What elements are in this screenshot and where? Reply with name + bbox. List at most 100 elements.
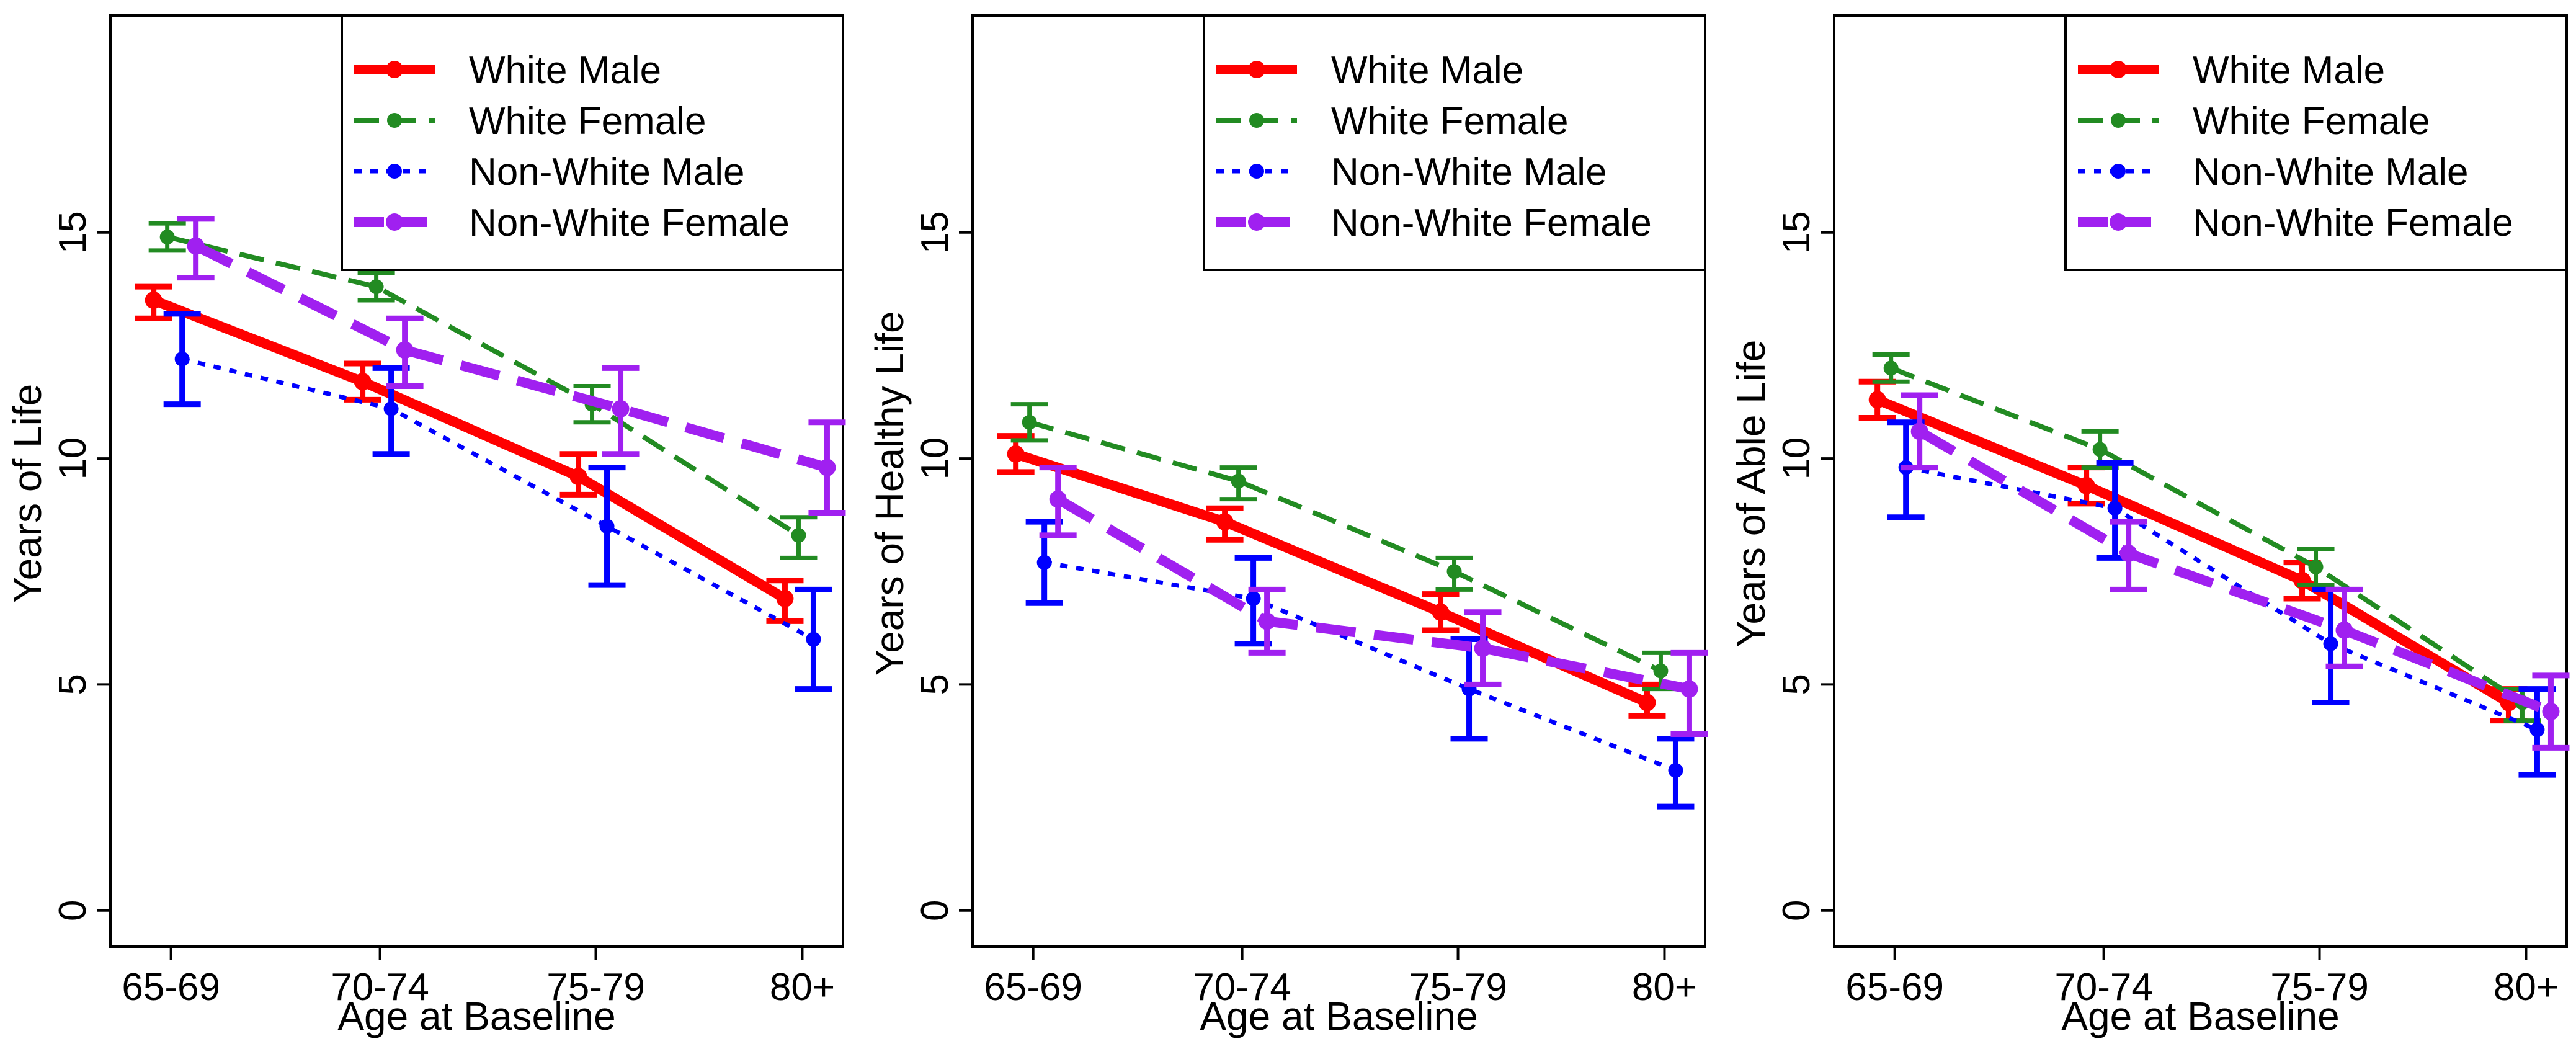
x-tick-label: 80+ (770, 966, 835, 1009)
data-point (145, 292, 163, 310)
series-white-male (997, 433, 1666, 719)
legend-label: White Female (2193, 100, 2430, 143)
legend-item-non-white-male: Non-White Male (354, 151, 744, 194)
series-line (166, 234, 800, 538)
data-point (1883, 360, 1899, 376)
y-tick-label: 0 (1775, 899, 1818, 921)
series-white-female (1872, 352, 2541, 723)
y-tick-label: 5 (1775, 674, 1818, 695)
x-tick-label: 75-79 (546, 966, 645, 1009)
data-point (806, 632, 821, 647)
data-point (2092, 442, 2108, 457)
series-line (1014, 449, 1649, 707)
data-point (383, 401, 399, 416)
series-line (194, 241, 829, 473)
series-white-male (135, 283, 804, 624)
x-tick-label: 75-79 (2270, 966, 2369, 1009)
legend-label: White Female (469, 100, 706, 143)
x-tick-label: 80+ (2494, 966, 2559, 1009)
series-white-female (148, 221, 818, 560)
y-tick-label: 10 (1775, 437, 1818, 480)
x-tick-label: 65-69 (122, 966, 220, 1009)
series-white-female (1010, 402, 1680, 692)
legend-label: White Male (2193, 49, 2385, 92)
data-point (1231, 473, 1246, 489)
x-tick-label: 65-69 (984, 966, 1082, 1009)
data-point (2542, 703, 2560, 721)
y-tick-label: 15 (1775, 211, 1818, 254)
data-point (2529, 722, 2545, 738)
y-tick-label: 0 (51, 899, 94, 921)
series-line (1917, 427, 2553, 716)
data-point (2335, 621, 2353, 639)
legend-swatch-point (387, 164, 402, 179)
panel-1: 0 5 10 15 Years of Life 65-69 70-74 75-79 80+ Age… (5, 14, 846, 1038)
data-point (612, 400, 630, 417)
legend-swatch-point (1248, 213, 1265, 231)
series-line (1905, 465, 2538, 732)
series-line (1028, 419, 1662, 674)
data-point (1910, 422, 1928, 440)
legend-item-white-male: White Male (1216, 49, 1523, 92)
x-tick-label: 80+ (1632, 966, 1697, 1009)
legend-label: Non-White Female (469, 202, 790, 244)
legend: White Male White Female Non-White Male Non-… (2064, 14, 2568, 271)
legend-swatch-point (386, 213, 403, 231)
legend-swatch-point (2110, 213, 2127, 231)
legend-label: Non-White Male (469, 151, 744, 194)
panel-3: 0 5 10 15 Years of Able Life 65-69 70-74 75-79 8… (1729, 14, 2570, 1038)
legend-item-non-white-female: Non-White Female (354, 202, 790, 244)
x-axis-title: Age at Baseline (1200, 994, 1477, 1038)
y-tick-label: 5 (914, 674, 956, 695)
data-point (1432, 603, 1450, 621)
data-point (1680, 680, 1698, 698)
data-point (159, 230, 175, 245)
y-tick-label: 15 (914, 211, 956, 254)
y-tick-label: 0 (914, 899, 956, 921)
legend-swatch-point (2110, 61, 2127, 78)
data-point (818, 458, 836, 476)
legend-item-non-white-male: Non-White Male (2078, 151, 2468, 194)
data-point (1036, 555, 1052, 570)
data-point (2077, 476, 2095, 494)
panel-2: 0 5 10 15 Years of Healthy Life 65-69 70-74 75-… (867, 14, 1708, 1038)
legend-item-non-white-female: Non-White Female (2078, 202, 2513, 244)
series-non-white-female (1039, 465, 1708, 738)
y-tick-label: 15 (51, 211, 94, 254)
data-point (2119, 545, 2137, 563)
data-point (354, 373, 372, 391)
data-point (599, 519, 615, 534)
data-point (2323, 636, 2338, 651)
data-point (1668, 762, 1683, 778)
series-line (1875, 395, 2511, 707)
data-point (396, 341, 414, 359)
legend-swatch-point (1249, 164, 1264, 179)
series-line (1055, 494, 1691, 694)
data-point (368, 279, 384, 295)
data-point (1868, 391, 1886, 409)
legend: White Male White Female Non-White Male Non-… (1203, 14, 1706, 271)
y-tick-label: 5 (51, 674, 94, 695)
data-point (187, 237, 205, 255)
legend-label: Non-White Male (2193, 151, 2468, 194)
legend-swatch-point (387, 113, 402, 128)
legend-item-white-female: White Female (2078, 100, 2430, 143)
data-point (1246, 591, 1261, 606)
data-point (569, 468, 587, 486)
data-point (776, 589, 794, 607)
data-point (174, 351, 190, 367)
series-non-white-female (1901, 392, 2570, 751)
series-line (1890, 365, 2524, 705)
x-tick-label: 65-69 (1845, 966, 1944, 1009)
legend-swatch-point (386, 61, 403, 78)
legend-swatch-point (2111, 164, 2126, 179)
legend-item-white-female: White Female (1216, 100, 1568, 143)
legend: White Male White Female Non-White Male Non-… (341, 14, 844, 271)
series-non-white-female (177, 216, 846, 516)
legend-label: White Male (1331, 49, 1523, 92)
series-line (151, 295, 788, 603)
y-axis-title: Years of Able Life (1729, 340, 1773, 648)
x-tick-label: 70-74 (2054, 966, 2153, 1009)
legend-item-white-female: White Female (354, 100, 706, 143)
data-point (1022, 414, 1037, 430)
